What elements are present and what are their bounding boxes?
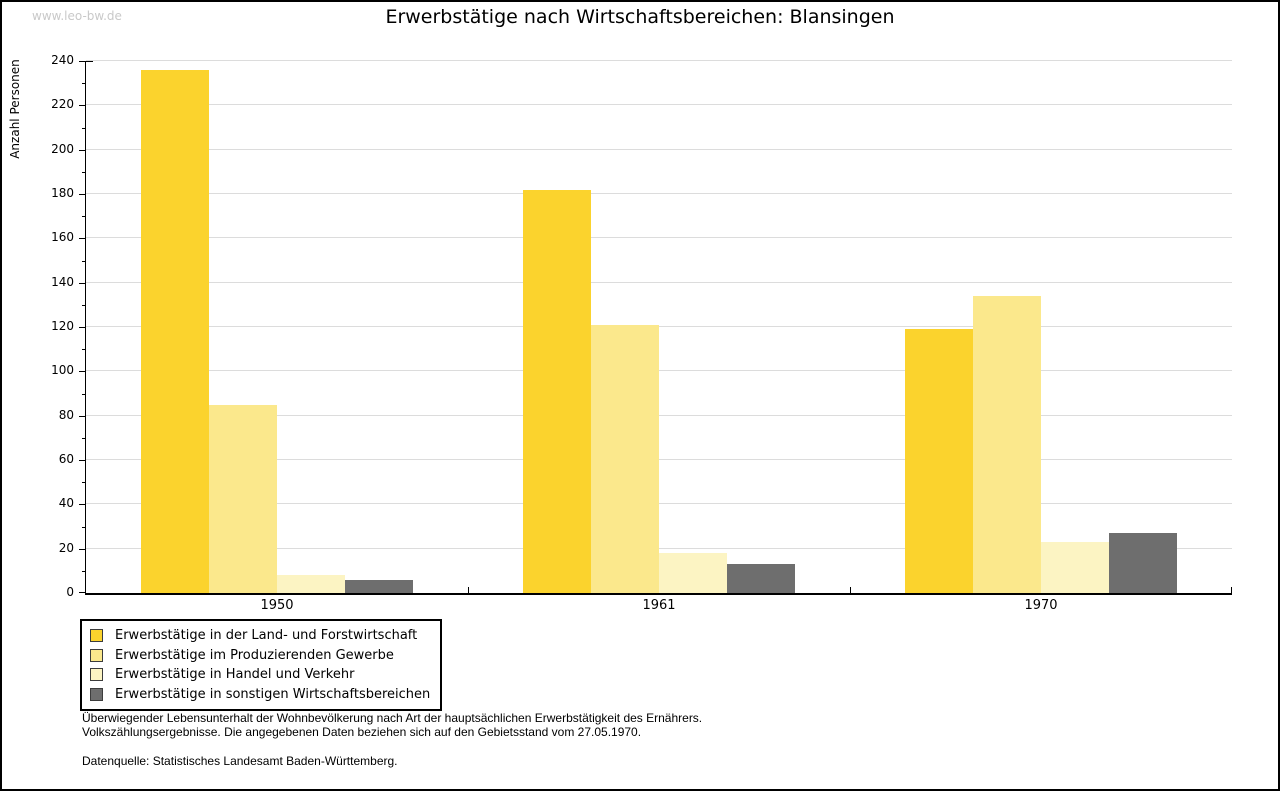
y-axis-tick-120 — [79, 327, 86, 328]
y-tick-label: 120 — [51, 319, 74, 333]
legend-swatch — [90, 648, 103, 662]
legend-label: Erwerbstätige im Produzierenden Gewerbe — [115, 647, 394, 663]
y-axis-tick-80 — [79, 415, 86, 417]
legend-item-4: Erwerbstätige in sonstigen Wirtschaftsbe… — [90, 685, 430, 705]
y-axis-minor-tick — [82, 482, 86, 484]
footnote-line-1: Überwiegender Lebensunterhalt der Wohnbe… — [82, 711, 703, 725]
bar-1950-series-4 — [345, 579, 413, 593]
y-axis-tick-240 — [79, 61, 86, 62]
x-axis-tick — [468, 587, 469, 593]
x-axis-tick — [850, 587, 851, 593]
bar-1961-series-4 — [727, 564, 795, 593]
y-tick-label: 20 — [58, 540, 74, 555]
category-label: 1970 — [1024, 598, 1058, 613]
legend-swatch — [90, 687, 103, 701]
y-axis-minor-tick — [82, 349, 86, 351]
y-axis-tick-200 — [79, 149, 86, 151]
y-tick-label: 140 — [51, 274, 74, 289]
gridline-160 — [86, 237, 1232, 239]
y-axis-tick-100 — [79, 371, 86, 373]
y-axis-minor-tick — [82, 304, 86, 306]
bar-1970-series-2 — [973, 295, 1041, 593]
y-axis-minor-tick — [82, 393, 86, 395]
plot-area: 0 20 40 60 80 100 120 140 160 180 200 220 240 1950 196… — [51, 53, 1232, 613]
category-label: 1950 — [260, 598, 294, 613]
legend-swatch — [90, 668, 103, 682]
y-axis-minor-tick — [82, 83, 86, 85]
gridline-200 — [86, 148, 1232, 150]
gridline-20 — [86, 547, 1232, 549]
x-axis-end-tick — [1231, 587, 1232, 593]
legend-swatch — [90, 629, 103, 643]
y-axis-minor-tick — [82, 570, 86, 572]
gridline-240 — [86, 60, 1232, 61]
y-axis-minor-tick — [82, 216, 86, 218]
bar-1961-series-2 — [591, 324, 659, 593]
y-tick-label: 180 — [51, 186, 74, 200]
legend-item-3: Erwerbstätige in Handel und Verkehr — [90, 665, 430, 685]
y-axis-tick-140 — [79, 282, 86, 284]
bar-1961-series-1 — [523, 189, 591, 593]
gridline-60 — [86, 459, 1232, 460]
legend-label: Erwerbstätige in Handel und Verkehr — [115, 667, 355, 683]
bar-1970-series-4 — [1109, 533, 1177, 593]
y-tick-label: 60 — [58, 452, 74, 466]
y-axis-minor-tick — [82, 127, 86, 129]
gridline-120 — [86, 326, 1232, 327]
y-tick-label: 220 — [51, 97, 74, 112]
y-axis-tick-40 — [79, 504, 86, 506]
legend-label: Erwerbstätige in sonstigen Wirtschaftsbe… — [115, 686, 431, 702]
bar-1970-series-3 — [1041, 542, 1109, 593]
gridline-40 — [86, 503, 1232, 505]
y-axis-minor-tick — [82, 526, 86, 528]
y-tick-label: 100 — [51, 363, 74, 378]
y-axis-tick-220 — [79, 105, 86, 107]
y-axis-tick-160 — [79, 238, 86, 240]
gridline-140 — [86, 281, 1232, 283]
y-tick-label: 200 — [51, 141, 74, 156]
y-tick-label: 240 — [51, 53, 74, 67]
legend-label: Erwerbstätige in der Land- und Forstwirt… — [115, 628, 418, 644]
bar-1950-series-2 — [209, 404, 277, 593]
y-axis-minor-tick — [82, 260, 86, 262]
y-axis-minor-tick — [82, 171, 86, 173]
y-axis-tick-0 — [79, 592, 86, 593]
y-axis-end-tick — [86, 61, 93, 62]
gridline-180 — [86, 193, 1232, 194]
bar-1950-series-3 — [277, 575, 345, 593]
bar-1961-series-3 — [659, 553, 727, 593]
y-tick-label: 40 — [58, 496, 74, 511]
y-tick-label: 80 — [58, 407, 74, 422]
y-axis-label: Anzahl Personen — [8, 59, 22, 159]
y-axis-tick-20 — [79, 548, 86, 550]
y-axis-minor-tick — [82, 437, 86, 439]
data-source-line: Datenquelle: Statistisches Landesamt Bad… — [82, 754, 398, 768]
gridline-220 — [86, 104, 1232, 106]
y-tick-label: 0 — [66, 585, 74, 599]
footnote-block: Überwiegender Lebensunterhalt der Wohnbe… — [82, 711, 702, 768]
chart-title: Erwerbstätige nach Wirtschaftsbereichen:… — [385, 6, 895, 28]
y-axis-tick-60 — [79, 460, 86, 461]
gridline-100 — [86, 370, 1232, 372]
y-tick-label: 160 — [51, 230, 74, 245]
category-label: 1961 — [642, 598, 676, 613]
bar-1970-series-1 — [905, 329, 973, 593]
legend-box: Erwerbstätige in der Land- und Forstwirt… — [80, 619, 443, 711]
gridline-80 — [86, 414, 1232, 416]
bar-1950-series-1 — [141, 69, 209, 593]
y-axis-tick-180 — [79, 194, 86, 195]
legend-item-2: Erwerbstätige im Produzierenden Gewerbe — [90, 646, 430, 666]
watermark-link: www.leo-bw.de — [32, 9, 122, 23]
footnote-line-2: Volkszählungsergebnisse. Die angegebenen… — [82, 725, 642, 739]
legend-item-1: Erwerbstätige in der Land- und Forstwirt… — [90, 626, 430, 646]
